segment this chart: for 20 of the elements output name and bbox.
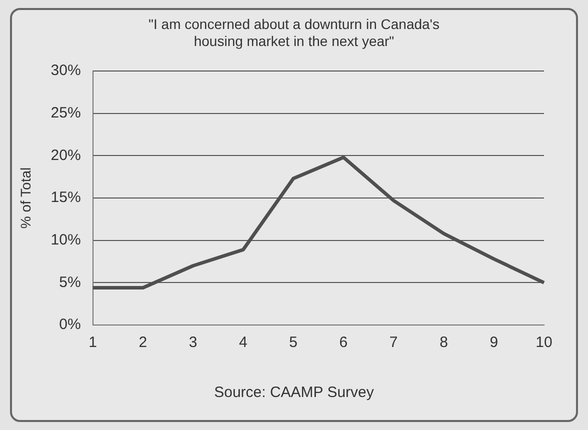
y-axis-title: % of Total	[17, 167, 34, 229]
x-tick-label: 3	[188, 334, 198, 352]
y-tick-label: 10%	[50, 231, 81, 248]
x-tick-label: 9	[490, 334, 498, 352]
y-tick-label: 15%	[50, 189, 81, 206]
x-tick-label: 2	[138, 334, 148, 352]
x-tick-label: 4	[239, 334, 248, 352]
x-tick-label: 10	[536, 334, 552, 352]
y-tick-label: 5%	[59, 274, 81, 291]
x-tick-label: 8	[440, 334, 448, 352]
x-tick-label: 7	[389, 334, 398, 352]
x-tick-label: 6	[339, 334, 348, 352]
x-tick-label: 5	[289, 334, 298, 352]
x-tick-label: 1	[88, 334, 97, 352]
y-tick-label: 0%	[59, 316, 81, 334]
y-tick-label: 25%	[50, 104, 81, 122]
source-note: Source: CAAMP Survey	[213, 384, 375, 401]
y-tick-label: 20%	[50, 146, 81, 164]
chart-title: "I am concerned about a downturn in Canada's housing market in the next year"	[148, 16, 440, 50]
y-tick-label: 30%	[50, 62, 81, 80]
